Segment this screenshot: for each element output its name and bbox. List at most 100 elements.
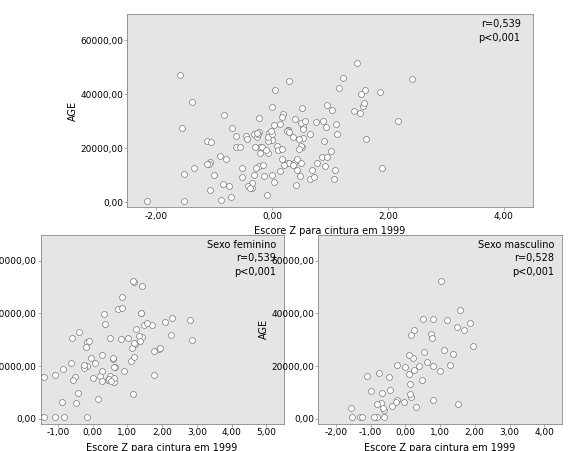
- Point: [100, 311, 109, 318]
- Point: [177, 124, 186, 132]
- Point: [206, 138, 215, 145]
- Point: [296, 159, 306, 166]
- Point: [410, 367, 419, 374]
- Text: r=0,539
p<0,001: r=0,539 p<0,001: [478, 19, 521, 42]
- Point: [288, 161, 297, 168]
- Point: [269, 178, 278, 185]
- Point: [400, 398, 409, 405]
- Point: [105, 334, 114, 341]
- Point: [187, 99, 196, 106]
- Point: [267, 136, 277, 143]
- Point: [298, 134, 307, 141]
- Point: [263, 149, 272, 156]
- Point: [113, 306, 122, 313]
- Point: [86, 354, 96, 362]
- Point: [384, 373, 394, 380]
- Point: [380, 414, 389, 421]
- X-axis label: Escore Z para cintura em 1999: Escore Z para cintura em 1999: [86, 443, 238, 451]
- X-axis label: Escore Z para cintura em 1999: Escore Z para cintura em 1999: [254, 226, 406, 236]
- Point: [428, 397, 437, 404]
- Point: [319, 137, 328, 144]
- Point: [300, 118, 309, 125]
- Point: [278, 110, 288, 118]
- Point: [202, 160, 211, 167]
- Point: [288, 134, 298, 141]
- Point: [218, 180, 228, 187]
- Point: [322, 101, 331, 109]
- Point: [58, 365, 67, 373]
- Point: [128, 344, 137, 351]
- Point: [224, 183, 233, 190]
- Point: [98, 377, 107, 385]
- Point: [290, 116, 299, 123]
- Point: [58, 399, 67, 406]
- Point: [155, 345, 164, 352]
- Point: [282, 127, 291, 134]
- Point: [409, 326, 419, 333]
- Point: [320, 162, 329, 170]
- Point: [248, 185, 257, 192]
- Point: [263, 138, 273, 145]
- Point: [372, 400, 382, 407]
- Point: [299, 123, 308, 130]
- Point: [226, 193, 236, 200]
- Point: [290, 159, 299, 166]
- Point: [179, 170, 189, 177]
- Point: [185, 317, 195, 324]
- Point: [452, 323, 461, 330]
- Point: [251, 143, 260, 151]
- Point: [91, 359, 100, 367]
- Point: [203, 138, 212, 145]
- Point: [357, 414, 367, 421]
- Point: [297, 143, 306, 150]
- Point: [84, 337, 93, 345]
- Point: [79, 364, 88, 371]
- Point: [456, 307, 465, 314]
- Point: [391, 399, 401, 406]
- Point: [68, 376, 77, 383]
- Point: [154, 345, 163, 353]
- Point: [79, 361, 89, 368]
- Point: [408, 75, 417, 83]
- Point: [206, 158, 215, 166]
- Point: [97, 367, 107, 374]
- Point: [140, 321, 149, 328]
- Point: [267, 104, 276, 111]
- Point: [264, 129, 273, 136]
- Point: [179, 197, 188, 204]
- Point: [97, 352, 107, 359]
- Point: [466, 319, 475, 327]
- Point: [83, 363, 92, 370]
- Point: [414, 362, 423, 369]
- Point: [100, 320, 109, 327]
- Point: [243, 135, 252, 143]
- Point: [347, 404, 356, 411]
- Point: [406, 394, 416, 401]
- Point: [123, 335, 132, 342]
- Point: [255, 128, 264, 135]
- Point: [129, 339, 138, 346]
- Point: [406, 381, 415, 388]
- Point: [129, 278, 138, 285]
- Point: [406, 331, 415, 338]
- Point: [284, 128, 294, 135]
- Point: [284, 126, 293, 133]
- Point: [82, 338, 91, 345]
- Point: [333, 130, 342, 137]
- Point: [126, 357, 135, 364]
- Point: [253, 130, 262, 137]
- Point: [379, 404, 388, 411]
- Point: [232, 143, 241, 151]
- Point: [245, 184, 255, 192]
- Point: [295, 172, 305, 179]
- Point: [131, 325, 141, 332]
- Point: [252, 133, 261, 140]
- Point: [269, 122, 278, 129]
- Point: [292, 156, 302, 163]
- Point: [237, 165, 246, 172]
- Point: [429, 315, 438, 322]
- Point: [278, 146, 287, 153]
- Point: [448, 350, 457, 357]
- Point: [347, 414, 357, 421]
- Point: [310, 173, 319, 180]
